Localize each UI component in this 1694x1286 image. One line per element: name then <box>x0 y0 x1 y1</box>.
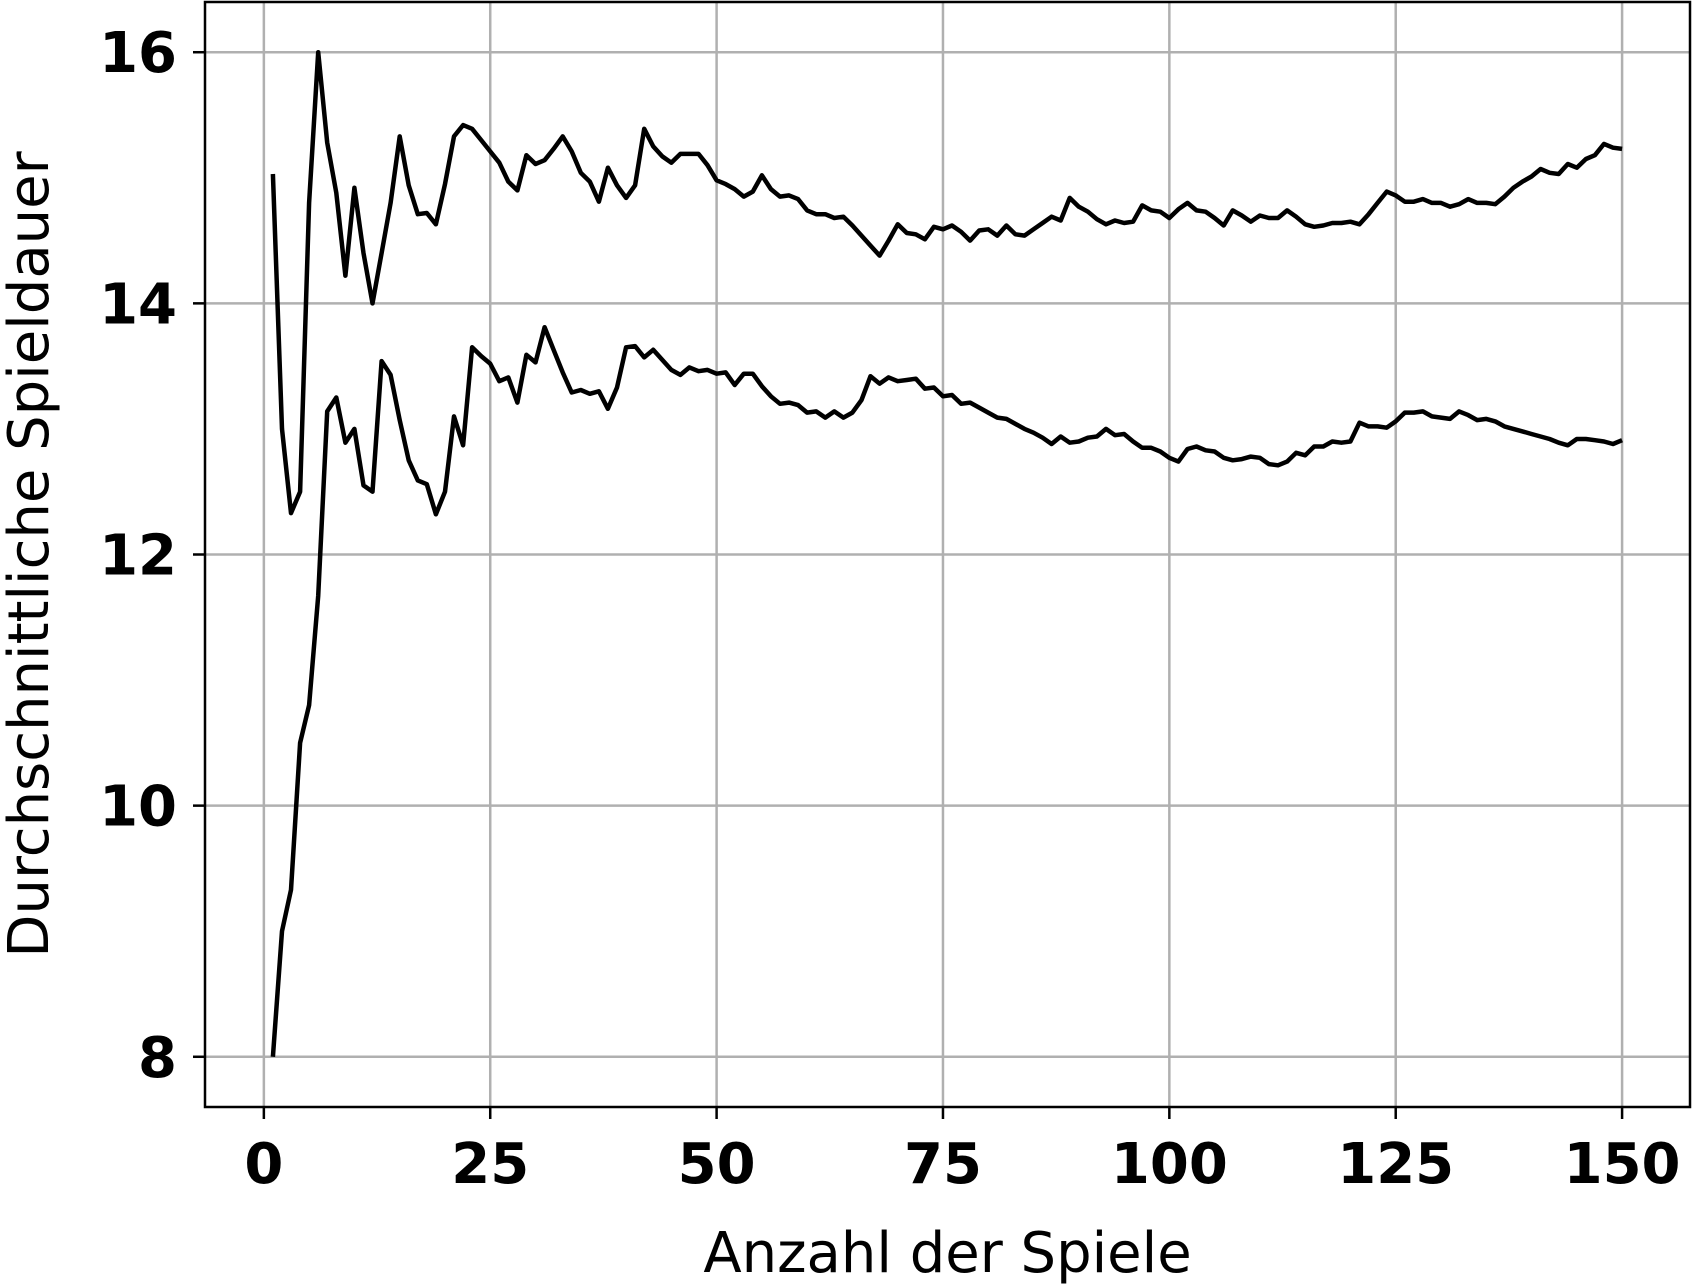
x-tick-label: 50 <box>678 1132 756 1197</box>
x-tick-label: 75 <box>904 1132 982 1197</box>
x-tick-label: 25 <box>451 1132 529 1197</box>
y-axis-label: Durchschnittliche Spieldauer <box>0 150 62 957</box>
y-axis-ticks: 8 10 12 14 16 <box>99 21 205 1091</box>
series-line-1 <box>270 49 1623 516</box>
x-tick-label: 100 <box>1111 1132 1228 1197</box>
x-axis-label: Anzahl der Spiele <box>703 1221 1191 1286</box>
y-tick-label: 14 <box>99 272 177 337</box>
x-tick-label: 150 <box>1564 1132 1681 1197</box>
series-line-2 <box>270 324 1623 1057</box>
y-tick-label: 8 <box>138 1026 177 1091</box>
y-tick-label: 10 <box>99 775 177 840</box>
x-tick-label: 125 <box>1337 1132 1454 1197</box>
y-tick-label: 16 <box>99 21 177 86</box>
x-tick-label: 0 <box>244 1132 283 1197</box>
x-axis-ticks: 0 25 50 75 100 125 150 <box>244 1107 1681 1197</box>
y-tick-label: 12 <box>99 524 177 589</box>
grid <box>205 2 1690 1107</box>
series-lines <box>270 49 1623 1057</box>
